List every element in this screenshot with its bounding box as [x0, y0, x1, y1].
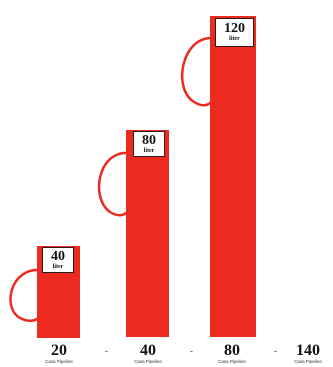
- bottom-value: 80: [224, 342, 240, 359]
- bottom-caption: Casa Pipeline: [218, 359, 246, 364]
- bottom-caption: Casa Pipeline: [134, 359, 162, 364]
- tank-label-40: 40 liter: [42, 247, 74, 273]
- bottom-caption: Casa Pipeline: [294, 359, 322, 364]
- tank-label-120: 120 liter: [215, 18, 254, 47]
- fuel-tank-120: [210, 16, 256, 337]
- bottom-value: 40: [140, 342, 156, 359]
- separator: -: [190, 346, 193, 356]
- tank-unit: liter: [52, 264, 64, 270]
- tank-label-80: 80 liter: [133, 131, 165, 157]
- fuel-tank-80: [126, 130, 169, 337]
- separator: -: [105, 346, 108, 356]
- tank-value: 80: [142, 133, 156, 148]
- separator: -: [274, 346, 277, 356]
- bottom-caption: Casa Pipeline: [45, 359, 73, 364]
- tank-unit: liter: [229, 36, 240, 42]
- bottom-value: 20: [51, 342, 67, 359]
- bottom-value: 140: [296, 342, 320, 359]
- tank-value: 120: [224, 21, 245, 36]
- tank-unit: liter: [143, 148, 155, 154]
- tank-value: 40: [51, 249, 65, 264]
